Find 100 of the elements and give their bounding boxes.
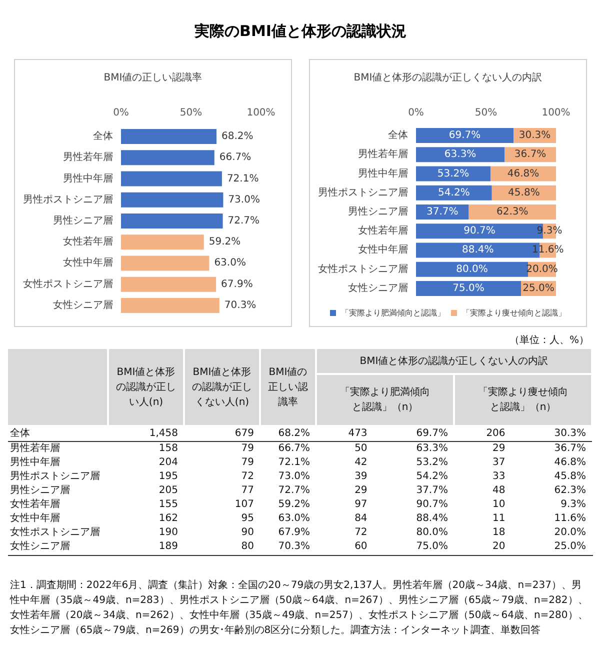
data-label: 70.3% — [224, 300, 256, 311]
data-label: 90.7% — [464, 226, 496, 237]
data-label: 36.7% — [553, 442, 587, 456]
chart-title: BMI値と体形の認識が正しくない人の内訳 — [354, 72, 542, 84]
y-tick-label: 女性ポストシニア層 — [318, 262, 408, 275]
data-label: 63.3% — [415, 442, 449, 456]
text: BMI値と体形の認識が正しくない人の内訳 — [316, 349, 592, 374]
data-label: 10 — [492, 498, 506, 512]
data-label: 68.2% — [221, 131, 254, 142]
data-label: 29 — [492, 442, 506, 456]
text: （単位：人、%） — [508, 334, 590, 348]
data-label: 679 — [234, 427, 255, 441]
text: 「実際より肥満傾向と認識」（n） — [316, 374, 454, 426]
data-label: 1,458 — [148, 427, 179, 441]
category-label: 女性若年層 — [9, 498, 61, 512]
data-label: 59.2% — [277, 498, 311, 512]
data-label: 79 — [240, 456, 255, 470]
data-label: 88.4% — [415, 512, 449, 526]
data-label: 205 — [158, 484, 179, 498]
category-label: 女性シニア層 — [9, 540, 71, 554]
x-tick-label: 100% — [246, 108, 276, 118]
text: BMI値の正しい認識率 — [260, 349, 316, 426]
data-label: 75.0% — [452, 282, 484, 294]
bar — [121, 192, 224, 208]
x-tick-label: 50% — [180, 108, 202, 118]
data-label: 67.9% — [221, 278, 253, 290]
data-label: 18 — [492, 526, 506, 540]
data-label: 80.0% — [456, 264, 488, 275]
bar — [416, 147, 505, 162]
data-label: 69.7% — [415, 427, 449, 441]
data-label: 54.2% — [415, 470, 449, 484]
data-label: 72.1% — [226, 173, 259, 184]
data-label: 155 — [158, 498, 179, 512]
bar — [121, 214, 223, 228]
data-label: 95 — [240, 512, 255, 526]
bar — [121, 298, 220, 313]
bar — [121, 234, 204, 250]
data-label: 63.0% — [214, 258, 246, 269]
data-label: 88.4% — [462, 244, 494, 256]
data-label: 37.7% — [426, 206, 458, 218]
y-tick-label: 全体 — [388, 129, 408, 142]
data-label: 72.7% — [277, 484, 311, 498]
bar — [416, 280, 521, 296]
data-label: 158 — [158, 442, 179, 456]
y-tick-label: 女性若年層 — [63, 236, 113, 248]
y-tick-label: 女性シニア層 — [53, 298, 113, 311]
data-label: 11.6% — [553, 512, 587, 526]
category-label: 男性ポストシニア層 — [9, 470, 101, 484]
data-label: 25.0% — [553, 540, 587, 554]
data-label: 90.7% — [415, 498, 449, 512]
y-tick-label: 女性シニア層 — [348, 282, 408, 294]
category-label: 男性若年層 — [9, 442, 61, 456]
data-label: 20 — [492, 540, 506, 554]
data-label: 48 — [492, 484, 506, 498]
data-label: 66.7% — [277, 442, 311, 456]
category-label: 男性中年層 — [9, 456, 61, 470]
data-label: 107 — [234, 498, 255, 512]
data-label: 37 — [492, 456, 506, 470]
data-label: 67.9% — [277, 526, 311, 540]
bar — [468, 204, 556, 220]
bar — [121, 171, 222, 186]
text: BMI値と体形の認識が正しい人(n) — [108, 349, 184, 426]
text: 実際のBMI値と体形の認識状況 — [194, 21, 408, 42]
data-label: 53.2% — [437, 168, 470, 180]
data-label: 25.0% — [522, 282, 554, 294]
x-tick-label: 0% — [113, 108, 129, 118]
data-label: 62.3% — [496, 206, 528, 218]
x-tick-label: 100% — [542, 108, 570, 118]
data-label: 162 — [158, 512, 179, 526]
y-tick-label: 男性中年層 — [358, 167, 408, 180]
data-label: 72.1% — [277, 456, 311, 470]
bar — [121, 276, 216, 292]
data-label: 54.2% — [438, 187, 470, 198]
data-label: 195 — [158, 470, 179, 484]
data-label: 30.3% — [518, 130, 551, 142]
y-tick-label: 男性若年層 — [358, 148, 408, 160]
data-label: 37.7% — [415, 484, 449, 498]
data-label: 30.3% — [553, 427, 587, 441]
data-label: 77 — [240, 484, 255, 498]
data-label: 68.2% — [277, 427, 311, 441]
data-label: 36.7% — [514, 149, 546, 160]
data-label: 33 — [492, 470, 506, 484]
legend-label: 「実際より痩せ傾向と認識」 — [462, 308, 566, 318]
data-label: 46.8% — [507, 168, 540, 180]
data-label: 73.0% — [228, 194, 260, 206]
data-label: 59.2% — [208, 236, 241, 248]
y-tick-label: 女性ポストシニア層 — [23, 278, 113, 290]
data-label: 79 — [240, 442, 255, 456]
y-tick-label: 女性若年層 — [358, 224, 408, 237]
data-label: 72 — [354, 526, 368, 540]
y-tick-label: 男性ポストシニア層 — [318, 186, 408, 198]
data-label: 53.2% — [415, 456, 449, 470]
category-label: 全体 — [9, 427, 31, 441]
bar — [416, 262, 528, 277]
bar — [416, 166, 490, 182]
y-tick-label: 全体 — [93, 130, 113, 142]
data-label: 39 — [354, 470, 368, 484]
data-label: 60 — [354, 540, 368, 554]
data-label: 80.0% — [415, 526, 449, 540]
data-label: 29 — [354, 484, 368, 498]
